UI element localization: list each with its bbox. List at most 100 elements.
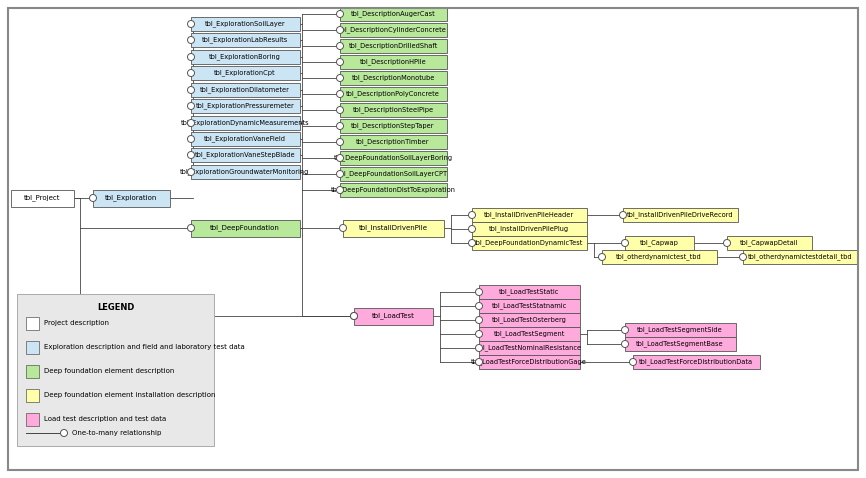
Text: tbl_InstallDrivenPileHeader: tbl_InstallDrivenPileHeader [484, 212, 574, 218]
Circle shape [188, 87, 195, 94]
Circle shape [188, 152, 195, 159]
Circle shape [622, 340, 629, 348]
FancyBboxPatch shape [339, 7, 447, 21]
Text: tbl_DeepFoundationSoilLayerBoring: tbl_DeepFoundationSoilLayerBoring [333, 154, 453, 162]
FancyBboxPatch shape [339, 87, 447, 101]
Text: tbl_otherdynamictest_tbd: tbl_otherdynamictest_tbd [616, 254, 701, 261]
Text: tbl_LoadTestForceDistributionGage: tbl_LoadTestForceDistributionGage [471, 358, 587, 365]
FancyBboxPatch shape [624, 236, 694, 250]
FancyBboxPatch shape [191, 165, 300, 179]
FancyBboxPatch shape [624, 337, 735, 351]
Text: tbl_ExplorationDilatometer: tbl_ExplorationDilatometer [200, 87, 290, 93]
Circle shape [188, 21, 195, 28]
FancyBboxPatch shape [471, 208, 586, 222]
Text: tbl_LoadTestSegment: tbl_LoadTestSegment [494, 331, 565, 337]
Text: One-to-many relationship: One-to-many relationship [72, 430, 161, 436]
Circle shape [188, 169, 195, 175]
FancyBboxPatch shape [479, 285, 579, 299]
FancyBboxPatch shape [339, 135, 447, 149]
Circle shape [337, 107, 344, 113]
FancyBboxPatch shape [191, 99, 300, 113]
Text: Deep foundation element installation description: Deep foundation element installation des… [44, 392, 216, 398]
FancyBboxPatch shape [191, 148, 300, 162]
Text: tbl_LoadTestForceDistributionData: tbl_LoadTestForceDistributionData [639, 358, 753, 365]
FancyBboxPatch shape [191, 66, 300, 80]
FancyBboxPatch shape [479, 313, 579, 327]
Circle shape [475, 303, 482, 309]
Text: tbl_Project: tbl_Project [23, 195, 61, 201]
Text: tbl_DescriptionDrilledShaft: tbl_DescriptionDrilledShaft [348, 43, 437, 49]
Text: tbl_DescriptionPolyConcrete: tbl_DescriptionPolyConcrete [346, 91, 440, 98]
FancyBboxPatch shape [339, 71, 447, 85]
FancyBboxPatch shape [623, 208, 738, 222]
FancyBboxPatch shape [471, 222, 586, 236]
FancyBboxPatch shape [191, 132, 300, 146]
Circle shape [630, 358, 637, 366]
Circle shape [337, 90, 344, 98]
Text: tbl_LoadTestNominalResistance: tbl_LoadTestNominalResistance [476, 345, 582, 351]
Circle shape [339, 225, 346, 231]
Circle shape [475, 330, 482, 337]
FancyBboxPatch shape [602, 250, 716, 264]
Text: tbl_DeepFoundationSoilLayerCPT: tbl_DeepFoundationSoilLayerCPT [338, 171, 448, 177]
Text: tbl_ExplorationDynamicMeasurements: tbl_ExplorationDynamicMeasurements [181, 120, 309, 126]
Text: tbl_ExplorationVaneStepBlade: tbl_ExplorationVaneStepBlade [195, 152, 295, 158]
Circle shape [622, 239, 629, 247]
FancyBboxPatch shape [339, 103, 447, 117]
Text: tbl_LoadTestOsterberg: tbl_LoadTestOsterberg [492, 316, 566, 324]
FancyBboxPatch shape [25, 340, 38, 354]
FancyBboxPatch shape [25, 365, 38, 378]
Text: tbl_DeepFoundation: tbl_DeepFoundation [210, 225, 280, 231]
Circle shape [188, 102, 195, 109]
FancyBboxPatch shape [342, 219, 443, 237]
Text: tbl_InstallDrivenPileDriveRecord: tbl_InstallDrivenPileDriveRecord [627, 212, 734, 218]
Text: Project description: Project description [44, 320, 109, 326]
Text: tbl_otherdynamictestdetail_tbd: tbl_otherdynamictestdetail_tbd [747, 254, 852, 261]
FancyBboxPatch shape [479, 355, 579, 369]
Text: tbl_DescriptionTimber: tbl_DescriptionTimber [356, 139, 430, 145]
Text: tbl_InstallDrivenPile: tbl_InstallDrivenPile [359, 225, 428, 231]
FancyBboxPatch shape [25, 413, 38, 425]
Circle shape [89, 195, 96, 202]
Circle shape [337, 26, 344, 33]
Circle shape [337, 139, 344, 145]
Circle shape [337, 186, 344, 194]
FancyBboxPatch shape [339, 167, 447, 181]
FancyBboxPatch shape [339, 23, 447, 37]
Circle shape [469, 239, 475, 247]
Text: tbl_ExplorationSoilLayer: tbl_ExplorationSoilLayer [204, 21, 285, 27]
Circle shape [188, 54, 195, 61]
Text: tbl_LoadTestStatnamic: tbl_LoadTestStatnamic [491, 303, 566, 309]
FancyBboxPatch shape [191, 116, 300, 130]
Circle shape [61, 430, 68, 436]
Text: tbl_ExplorationGroundwaterMonitoring: tbl_ExplorationGroundwaterMonitoring [180, 169, 310, 175]
FancyBboxPatch shape [17, 294, 214, 446]
Circle shape [351, 313, 358, 319]
Circle shape [475, 358, 482, 366]
Text: tbl_DescriptionHPile: tbl_DescriptionHPile [359, 59, 426, 65]
Circle shape [622, 326, 629, 334]
Circle shape [337, 58, 344, 65]
Circle shape [188, 36, 195, 43]
FancyBboxPatch shape [93, 189, 170, 206]
FancyBboxPatch shape [479, 341, 579, 355]
Text: tbl_ExplorationLabResults: tbl_ExplorationLabResults [202, 37, 288, 43]
Text: tbl_Capwap: tbl_Capwap [640, 239, 678, 246]
Text: tbl_CapwapDetail: tbl_CapwapDetail [740, 239, 798, 246]
Circle shape [337, 75, 344, 82]
FancyBboxPatch shape [25, 316, 38, 329]
FancyBboxPatch shape [191, 83, 300, 97]
Text: tbl_LoadTestSegmentBase: tbl_LoadTestSegmentBase [637, 341, 724, 348]
Text: tbl_DescriptionCylinderConcrete: tbl_DescriptionCylinderConcrete [339, 27, 447, 33]
Circle shape [188, 120, 195, 127]
Circle shape [337, 122, 344, 130]
Circle shape [337, 171, 344, 177]
FancyBboxPatch shape [191, 219, 300, 237]
Circle shape [469, 211, 475, 218]
Text: tbl_DescriptionStepTaper: tbl_DescriptionStepTaper [352, 123, 435, 130]
FancyBboxPatch shape [742, 250, 857, 264]
Text: tbl_DeepFoundationDynamicTest: tbl_DeepFoundationDynamicTest [475, 239, 584, 246]
Text: Load test description and test data: Load test description and test data [44, 416, 166, 422]
Text: tbl_ExplorationBoring: tbl_ExplorationBoring [209, 54, 281, 60]
FancyBboxPatch shape [624, 323, 735, 337]
